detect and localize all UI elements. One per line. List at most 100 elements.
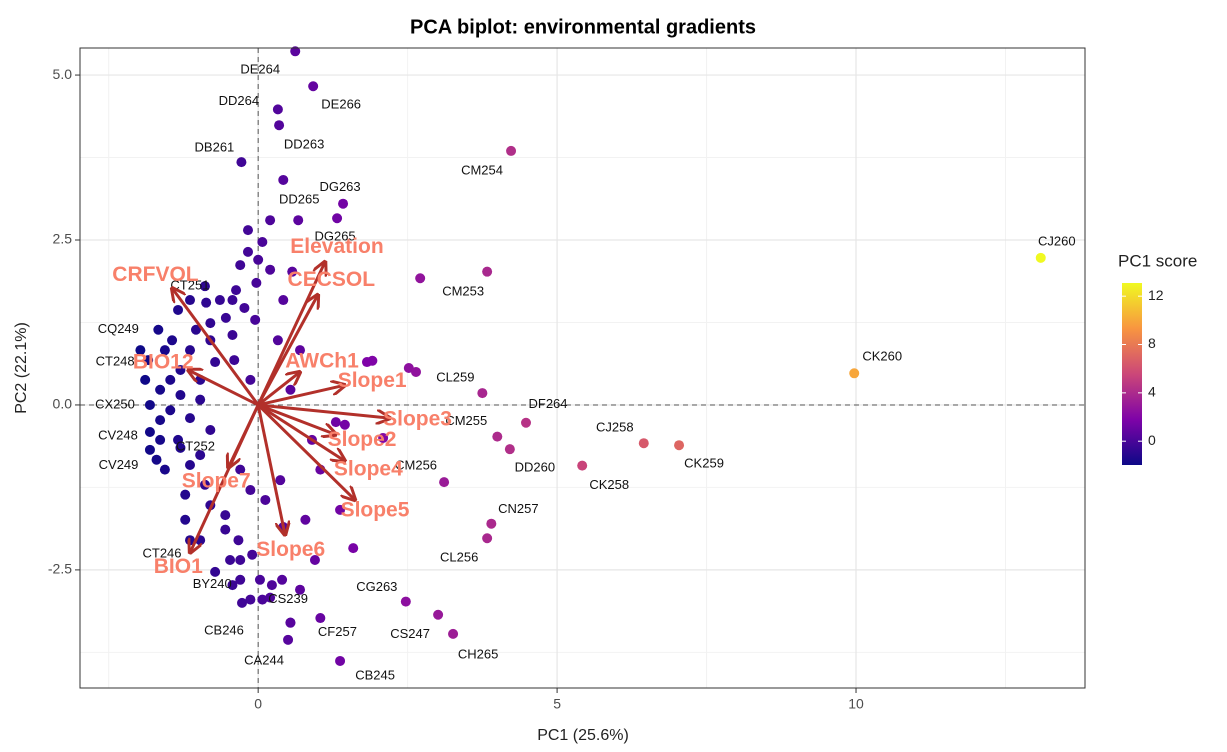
loading-arrow bbox=[257, 403, 336, 435]
colorbar-tick-label: 12 bbox=[1148, 287, 1164, 303]
loading-arrow bbox=[172, 288, 260, 406]
colorbar-tick-label: 4 bbox=[1148, 384, 1156, 400]
y-tick-label: -2.5 bbox=[48, 561, 72, 577]
point bbox=[159, 345, 170, 356]
point bbox=[165, 374, 176, 385]
point-label: DE266 bbox=[321, 97, 361, 112]
point bbox=[265, 264, 276, 275]
point bbox=[486, 518, 497, 529]
point bbox=[144, 399, 155, 410]
point bbox=[335, 655, 346, 666]
point bbox=[278, 174, 289, 185]
point bbox=[195, 394, 206, 405]
point-label: CT248 bbox=[96, 354, 135, 369]
point bbox=[135, 345, 146, 356]
point bbox=[339, 419, 350, 430]
point bbox=[185, 413, 196, 424]
point-label: DD263 bbox=[284, 137, 324, 152]
point bbox=[482, 533, 493, 544]
point bbox=[290, 46, 301, 57]
point bbox=[199, 479, 210, 490]
point bbox=[250, 314, 261, 325]
point bbox=[577, 460, 588, 471]
point bbox=[492, 431, 503, 442]
point-label: CQ249 bbox=[98, 321, 139, 336]
chart-title: PCA biplot: environmental gradients bbox=[410, 16, 756, 38]
point-label: CT252 bbox=[176, 438, 215, 453]
point-label: CB246 bbox=[204, 622, 244, 637]
point bbox=[235, 555, 246, 565]
point-label: CK260 bbox=[862, 349, 902, 364]
point-label: DG263 bbox=[319, 179, 360, 194]
point-label: CM253 bbox=[442, 284, 484, 299]
loading-arrow bbox=[257, 372, 300, 407]
point bbox=[330, 417, 341, 428]
point bbox=[233, 535, 244, 546]
point-label: CK259 bbox=[684, 456, 724, 471]
point-label: DB261 bbox=[195, 140, 235, 155]
loading-label: Slope1 bbox=[338, 369, 407, 392]
point-label: CJ260 bbox=[1038, 233, 1076, 248]
point bbox=[235, 574, 246, 585]
loading-arrow bbox=[256, 295, 318, 406]
point bbox=[277, 574, 288, 585]
point bbox=[265, 592, 276, 603]
colorbar-title: PC1 score bbox=[1118, 251, 1197, 270]
point bbox=[245, 374, 256, 385]
point bbox=[272, 104, 283, 115]
point-label: CS239 bbox=[268, 591, 308, 606]
point bbox=[335, 504, 346, 515]
point bbox=[229, 355, 240, 366]
point bbox=[231, 285, 242, 296]
x-tick-label: 0 bbox=[254, 696, 262, 712]
y-tick-label: 2.5 bbox=[53, 231, 73, 247]
loading-label: Slope4 bbox=[334, 457, 403, 480]
point bbox=[220, 510, 231, 521]
point bbox=[332, 213, 343, 224]
point-label: CX250 bbox=[95, 396, 135, 411]
loading-label: Slope5 bbox=[341, 499, 410, 522]
point-label: CL259 bbox=[436, 370, 474, 385]
loading-arrow bbox=[256, 404, 285, 535]
point bbox=[165, 405, 176, 416]
point bbox=[185, 345, 196, 356]
point-label: CF257 bbox=[318, 624, 357, 639]
colorbar bbox=[1122, 283, 1142, 465]
point bbox=[225, 555, 236, 565]
point bbox=[295, 345, 306, 356]
point bbox=[506, 145, 517, 156]
point bbox=[338, 198, 349, 209]
point-label: CB245 bbox=[355, 667, 395, 682]
colorbar-tick-label: 0 bbox=[1148, 432, 1156, 448]
panel-border bbox=[79, 47, 1086, 689]
point bbox=[247, 549, 258, 560]
point bbox=[361, 357, 372, 368]
point bbox=[287, 266, 298, 277]
point bbox=[214, 295, 225, 306]
loading-label: BIO1 bbox=[154, 555, 203, 578]
point bbox=[251, 277, 262, 288]
point bbox=[210, 566, 221, 577]
loading-label: Slope6 bbox=[256, 538, 325, 561]
point bbox=[245, 594, 256, 605]
loading-label: Slope2 bbox=[328, 428, 397, 451]
point-label: CM254 bbox=[461, 162, 503, 177]
point bbox=[274, 120, 285, 131]
point bbox=[180, 489, 191, 500]
point-label: CM255 bbox=[445, 413, 487, 428]
point-label: DD265 bbox=[279, 191, 319, 206]
point-label: CV248 bbox=[98, 427, 138, 442]
point bbox=[245, 485, 256, 496]
point bbox=[400, 596, 411, 607]
point bbox=[175, 364, 186, 375]
point-label: DD260 bbox=[515, 460, 555, 475]
point bbox=[173, 304, 184, 315]
x-axis-label: PC1 (25.6%) bbox=[537, 727, 629, 744]
loading-arrow bbox=[190, 404, 260, 553]
point bbox=[237, 597, 248, 608]
point-label: CA244 bbox=[244, 652, 284, 667]
point bbox=[205, 318, 216, 329]
point-label: CH265 bbox=[458, 646, 498, 661]
point bbox=[235, 260, 246, 271]
point bbox=[227, 330, 238, 341]
